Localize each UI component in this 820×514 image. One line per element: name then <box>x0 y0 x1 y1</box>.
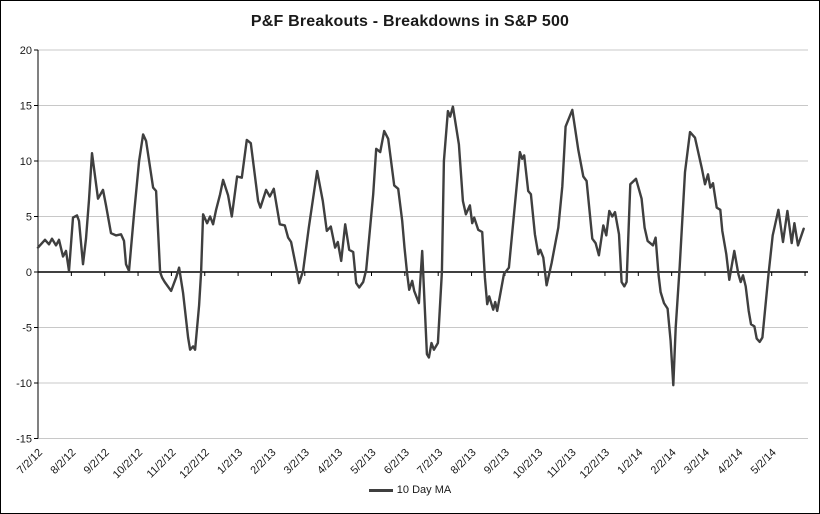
x-axis-label: 2/2/13 <box>248 447 278 477</box>
x-axis-label: 3/2/13 <box>282 447 312 477</box>
legend-line-swatch <box>368 488 393 492</box>
legend: 10 Day MA <box>1 484 819 496</box>
x-axis-label: 12/2/12 <box>177 447 211 481</box>
x-axis-label: 11/2/13 <box>545 447 579 481</box>
chart-title: P&F Breakouts - Breakdowns in S&P 500 <box>250 13 570 30</box>
x-axis-label: 7/2/12 <box>15 447 45 477</box>
y-axis-label: 20 <box>20 45 32 57</box>
axes <box>34 49 808 439</box>
x-axis-label: 3/2/14 <box>682 447 712 477</box>
x-axis-label: 2/2/14 <box>649 447 679 477</box>
x-axis-label: 4/2/14 <box>715 447 745 477</box>
y-axis-label: 10 <box>20 156 32 168</box>
y-axis-label: -10 <box>16 378 32 390</box>
y-axis-label: -15 <box>16 434 32 446</box>
series-line-10-day-ma <box>36 105 805 387</box>
x-axis-label: 8/2/12 <box>48 447 78 477</box>
x-axis-label: 1/2/13 <box>215 447 245 477</box>
legend-label: 10 Day MA <box>396 484 452 496</box>
x-axis-label: 9/2/12 <box>82 447 112 477</box>
y-axis-label: 0 <box>26 267 32 279</box>
x-axis-label: 4/2/13 <box>315 447 345 477</box>
y-axis-label: 5 <box>26 212 32 224</box>
x-axis-label: 8/2/13 <box>449 447 479 477</box>
x-axis-label: 1/2/14 <box>615 447 645 477</box>
data-series <box>36 105 805 387</box>
x-axis-label: 7/2/13 <box>415 447 445 477</box>
y-axis-labels: 20 15 10 5 0 -5 -10 -15 <box>16 45 32 446</box>
x-axis-label: 5/2/14 <box>749 447 779 477</box>
x-axis-label: 9/2/13 <box>482 447 512 477</box>
x-axis-label: 5/2/13 <box>349 447 379 477</box>
x-axis-label: 11/2/12 <box>145 447 179 481</box>
x-axis-label: 10/2/13 <box>511 447 545 481</box>
y-axis-label: 15 <box>20 101 32 113</box>
gridlines <box>38 49 808 439</box>
x-axis-label: 6/2/13 <box>382 447 412 477</box>
y-axis-label: -5 <box>22 323 32 335</box>
x-axis-label: 12/2/13 <box>578 447 612 481</box>
x-axis-label: 10/2/12 <box>111 447 145 481</box>
